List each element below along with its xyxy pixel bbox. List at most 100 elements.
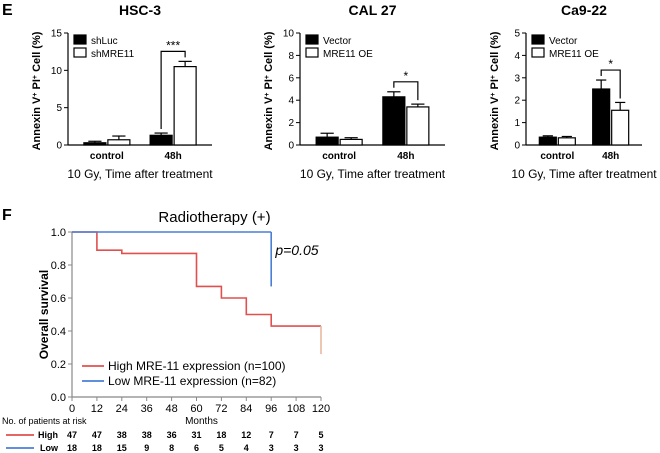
risk-cell: 7 <box>269 430 274 440</box>
legend-label: High MRE-11 expression (n=100) <box>108 359 286 373</box>
risk-cell: 5 <box>219 443 224 453</box>
legend-swatch <box>305 34 319 45</box>
risk-cell: 47 <box>92 430 102 440</box>
y-tick-label: 4 <box>288 96 294 107</box>
y-tick-label: 0.6 <box>51 293 66 305</box>
y-tick-label: 5 <box>514 29 520 40</box>
bar <box>315 136 339 146</box>
risk-cell: 47 <box>67 430 77 440</box>
x-axis-label: 10 Gy, Time after treatment <box>67 167 213 181</box>
bar <box>83 142 107 146</box>
p-value-annotation: p=0.05 <box>274 242 318 258</box>
bar <box>557 137 576 146</box>
y-tick-label: 2 <box>288 118 294 129</box>
risk-cell: 5 <box>318 430 323 440</box>
legend-swatch <box>305 47 319 58</box>
legend-label: MRE11 OE <box>323 49 373 60</box>
x-tick-label: 108 <box>287 403 305 415</box>
legend-swatch <box>73 47 87 58</box>
y-tick-label: 0 <box>514 141 520 152</box>
y-tick-label: 10 <box>51 66 63 77</box>
risk-cell: 18 <box>216 430 226 440</box>
risk-cell: 15 <box>117 443 127 453</box>
y-tick-label: 8 <box>288 51 294 62</box>
bar-chart-1: HSC-3 0 5 10 15 Annexin V+ PI+ Cell (%) contro… <box>31 2 213 181</box>
x-tick-label: 48 <box>165 403 177 415</box>
x-axis-label: Months <box>185 416 218 427</box>
survival-chart: Radiotherapy (+) 0.0 0.2 0.4 0.6 0.8 1.0 0 12 24 3… <box>2 209 330 453</box>
risk-cell: 3 <box>318 443 323 453</box>
risk-cell: 38 <box>117 430 127 440</box>
legend-label: shLuc <box>91 36 118 47</box>
y-axis-label: Annexin V+ PI+ Cell (%) <box>31 31 43 150</box>
significance-bracket <box>393 81 419 101</box>
bar <box>538 136 557 146</box>
legend-label: shMRE11 <box>91 49 135 60</box>
y-axis-label: Annexin V+ PI+ Cell (%) <box>489 31 501 150</box>
x-tick-label: 48h <box>397 151 414 162</box>
x-tick-label: control <box>540 151 574 162</box>
y-tick-label: 0.0 <box>51 392 66 404</box>
chart-title: CAL 27 <box>349 2 397 18</box>
bar <box>611 109 630 146</box>
y-tick-label: 15 <box>51 29 63 40</box>
risk-cell: 6 <box>194 443 199 453</box>
y-tick-label: 0.4 <box>51 326 66 338</box>
y-tick-label: 4 <box>514 51 520 62</box>
x-tick-label: 12 <box>91 403 103 415</box>
x-tick-label: control <box>90 151 124 162</box>
risk-cell: 18 <box>67 443 77 453</box>
y-tick-label: 1.0 <box>51 227 66 239</box>
risk-cell: 18 <box>92 443 102 453</box>
significance-label: * <box>404 69 409 83</box>
y-tick-label: 2 <box>514 96 520 107</box>
bar-chart-2: CAL 27 0 2 4 6 8 10 Annexin V+ PI+ Cell (%) cont… <box>263 2 446 181</box>
y-tick-label: 10 <box>283 29 295 40</box>
bar <box>107 139 131 146</box>
chart-title: Ca9-22 <box>561 2 607 18</box>
chart-title: Radiotherapy (+) <box>158 209 270 226</box>
bar <box>592 88 611 146</box>
bar <box>149 134 173 146</box>
x-tick-label: control <box>322 151 356 162</box>
chart-title: HSC-3 <box>119 2 161 18</box>
x-tick-label: 24 <box>116 403 128 415</box>
x-tick-label: 48h <box>602 151 619 162</box>
bar <box>406 106 430 146</box>
risk-cell: 9 <box>144 443 149 453</box>
y-axis-label: Annexin V+ PI+ Cell (%) <box>263 31 275 150</box>
risk-cell: 12 <box>241 430 251 440</box>
x-axis-label: 10 Gy, Time after treatment <box>511 167 657 181</box>
x-axis-label: 10 Gy, Time after treatment <box>300 167 446 181</box>
risk-cell: 8 <box>169 443 174 453</box>
risk-cell: 31 <box>191 430 201 440</box>
bar <box>339 138 363 146</box>
legend-label: MRE11 OE <box>549 49 599 60</box>
bar <box>382 96 406 146</box>
y-tick-label: 0 <box>56 141 62 152</box>
y-tick-label: 0.2 <box>51 359 66 371</box>
risk-row-label: High <box>38 430 58 440</box>
legend-label: Vector <box>549 36 578 47</box>
x-tick-label: 96 <box>265 403 277 415</box>
significance-bracket <box>160 50 186 130</box>
risk-row-label: Low <box>40 443 59 453</box>
risk-cell: 3 <box>294 443 299 453</box>
bar-chart-3: Ca9-22 0 1 2 3 4 5 Annexin V+ PI+ Cell (%) contr… <box>489 2 657 181</box>
x-tick-label: 0 <box>69 403 75 415</box>
risk-cell: 36 <box>167 430 177 440</box>
risk-table-title: No. of patients at risk <box>2 416 87 426</box>
y-axis-label: Overall survival <box>37 270 51 359</box>
bar <box>173 65 197 146</box>
y-tick-label: 5 <box>56 103 62 114</box>
x-tick-label: 48h <box>165 151 182 162</box>
legend-swatch <box>73 34 87 45</box>
legend-swatch <box>531 34 545 45</box>
x-tick-label: 84 <box>240 403 252 415</box>
y-tick-label: 1 <box>514 118 520 129</box>
x-tick-label: 72 <box>215 403 227 415</box>
risk-cell: 3 <box>269 443 274 453</box>
legend-swatch <box>531 47 545 58</box>
